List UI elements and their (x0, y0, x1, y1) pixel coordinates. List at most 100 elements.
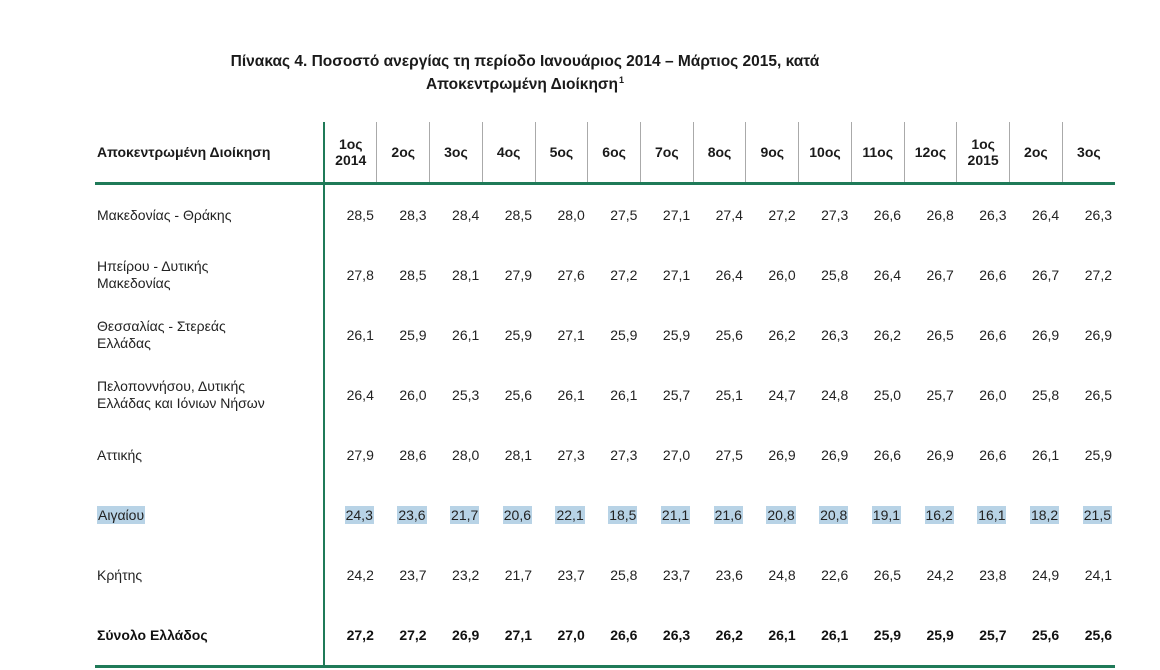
table-cell: 26,6 (957, 425, 1010, 485)
table-cell: 28,0 (430, 425, 483, 485)
cell-value: 26,0 (768, 267, 796, 283)
table-cell: 25,9 (377, 305, 430, 365)
cell-value: 23,7 (399, 567, 427, 583)
table-cell: 26,2 (851, 305, 904, 365)
cell-value: 26,4 (715, 267, 743, 283)
column-header-month: 9ος (745, 122, 799, 185)
cell-value: 16,1 (977, 506, 1007, 524)
table-cell: 28,1 (482, 425, 535, 485)
table-cell: 24,8 (799, 365, 852, 425)
table-cell: 21,1 (640, 485, 693, 545)
cell-value: 28,1 (504, 447, 533, 463)
cell-value: 26,1 (821, 627, 849, 643)
cell-value: 23,6 (397, 506, 427, 524)
cell-value: 27,2 (1084, 267, 1112, 283)
column-header-label: 2ος (391, 144, 416, 160)
table-cell: 26,5 (1062, 365, 1115, 425)
table-row: Αιγαίου 24,3 23,6 21,7 20,6 22,1 18,5 21,1 21,6 2… (95, 485, 1115, 545)
cell-value: 25,7 (979, 627, 1007, 643)
table-cell: 25,7 (640, 365, 693, 425)
cell-value: 28,5 (504, 207, 533, 223)
cell-value: 27,9 (346, 447, 374, 463)
table-cell: 25,1 (693, 365, 746, 425)
column-header-month: 3ος (429, 122, 483, 185)
cell-value: 23,8 (979, 567, 1007, 583)
column-header-month: 2ος (376, 122, 430, 185)
table-cell: 26,5 (851, 545, 904, 605)
region-name: Κρήτης (95, 545, 324, 605)
cell-value: 21,7 (504, 567, 533, 583)
table-cell: 27,2 (323, 605, 377, 668)
column-header-month: 4ος (481, 122, 536, 185)
cell-value: 24,2 (926, 567, 954, 583)
cell-value: 23,6 (715, 567, 743, 583)
cell-value: 25,6 (1084, 627, 1112, 643)
table-cell: 28,5 (377, 245, 430, 305)
region-name-text: Κρήτης (97, 566, 143, 583)
region-name-text: Αττικής (97, 446, 143, 463)
cell-value: 27,3 (610, 447, 638, 463)
table-cell: 27,2 (376, 605, 430, 668)
column-header-label: 3ος (444, 144, 468, 160)
table-cell: 28,5 (323, 183, 377, 245)
table-cell: 19,1 (851, 485, 904, 545)
cell-value: 20,8 (766, 506, 796, 524)
cell-value: 21,5 (1082, 506, 1112, 524)
column-header-label: 9ος (760, 144, 785, 160)
cell-value: 25,6 (504, 387, 533, 403)
cell-value: 18,5 (608, 506, 638, 524)
table-cell: 26,6 (957, 305, 1010, 365)
column-header-year: 2014 (335, 152, 367, 168)
table-row: Θεσσαλίας - Στερεάς Ελλάδας 26,1 25,9 26,1 25… (95, 305, 1115, 365)
table-cell: 25,9 (1062, 425, 1115, 485)
cell-value: 28,5 (399, 267, 427, 283)
column-header-month: 1ος 2015 (956, 122, 1010, 185)
cell-value: 25,6 (715, 327, 743, 343)
table-cell: 23,8 (957, 545, 1010, 605)
cell-value: 27,2 (610, 267, 638, 283)
table-cell: 23,6 (377, 485, 430, 545)
table-cell: 27,8 (323, 245, 377, 305)
table-cell: 26,1 (535, 365, 588, 425)
table-cell: 25,7 (904, 365, 957, 425)
table-cell: 25,9 (640, 305, 693, 365)
table-row: Κρήτης 24,2 23,7 23,2 21,7 23,7 25,8 23,7 23,6 24… (95, 545, 1115, 605)
cell-value: 26,1 (557, 387, 585, 403)
region-name-text: Ηπείρου - Δυτικής (97, 258, 209, 274)
column-header-month: 7ος (639, 122, 694, 185)
table-cell: 26,4 (1009, 184, 1062, 246)
table-cell: 24,2 (323, 545, 377, 605)
unemployment-table: Αποκεντρωμένη Διοίκηση 1ος 2014 2ος 3ος 4ος 5… (95, 122, 1115, 668)
table-cell: 25,9 (588, 305, 641, 365)
cell-value: 27,0 (662, 447, 691, 463)
cell-value: 26,8 (926, 207, 954, 223)
table-cell: 21,6 (693, 485, 746, 545)
table-cell: 23,7 (377, 545, 430, 605)
column-header-label: 2ος (1024, 144, 1048, 160)
table-title-line1: Πίνακας 4. Ποσοστό ανεργίας τη περίοδο Ι… (230, 53, 820, 70)
cell-value: 27,1 (662, 207, 691, 223)
cell-value: 26,6 (979, 267, 1007, 283)
cell-value: 26,2 (768, 327, 796, 343)
cell-value: 27,1 (504, 627, 533, 643)
table-cell: 25,8 (588, 545, 641, 605)
table-cell: 27,1 (640, 184, 693, 246)
cell-value: 27,1 (557, 327, 585, 343)
table-cell: 28,4 (430, 184, 483, 246)
table-cell: 26,0 (957, 365, 1010, 425)
table-cell: 26,2 (693, 605, 746, 668)
cell-value: 25,9 (399, 327, 427, 343)
cell-value: 25,9 (1084, 447, 1112, 463)
table-cell: 21,5 (1062, 485, 1115, 545)
table-cell: 21,7 (430, 485, 483, 545)
table-row: Αττικής 27,9 28,6 28,0 28,1 27,3 27,3 27,0 27,5 2… (95, 425, 1115, 485)
table-cell: 26,1 (430, 305, 483, 365)
column-header-label: 1ος (971, 136, 995, 152)
table-cell: 27,2 (746, 184, 799, 246)
cell-value: 26,1 (610, 387, 638, 403)
cell-value: 25,7 (926, 387, 954, 403)
cell-value: 19,1 (871, 506, 902, 524)
column-header-month: 10ος (798, 122, 852, 185)
table-cell: 26,1 (1009, 425, 1062, 485)
cell-value: 25,1 (715, 387, 743, 403)
